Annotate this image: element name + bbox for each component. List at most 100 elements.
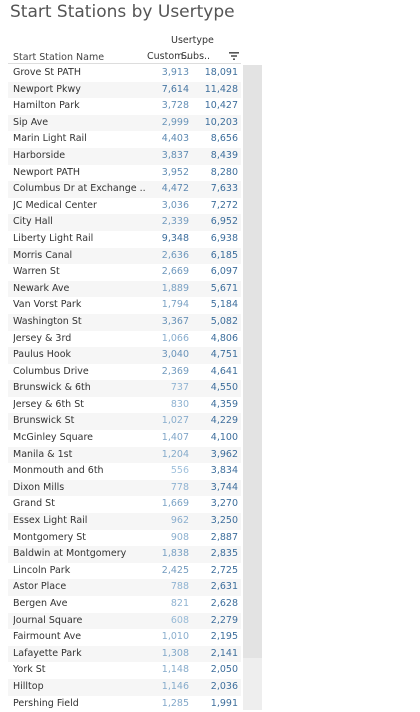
customer-count: 556 [170, 465, 189, 477]
station-name: Columbus Drive [13, 365, 89, 377]
subscriber-count: 2,141 [210, 647, 238, 659]
station-name: Van Vorst Park [13, 299, 82, 311]
customer-column-header[interactable]: Custom.. [147, 51, 190, 62]
subscriber-count: 8,656 [210, 133, 238, 145]
station-name: Newport Pkwy [13, 83, 81, 95]
table-row[interactable]: Van Vorst Park 1,794 5,184 [8, 297, 241, 314]
customer-count: 3,040 [161, 349, 189, 361]
table-row[interactable]: Montgomery St 908 2,887 [8, 530, 241, 547]
table-row[interactable]: Morris Canal 2,636 6,185 [8, 247, 241, 265]
station-name: Grove St PATH [13, 67, 81, 78]
customer-count: 1,146 [161, 680, 189, 692]
table-row[interactable]: Brunswick St 1,027 4,229 [8, 413, 241, 431]
subscriber-count: 4,359 [210, 398, 238, 410]
customer-count: 3,036 [161, 199, 189, 211]
table-row[interactable]: Baldwin at Montgomery 1,838 2,835 [8, 546, 241, 563]
customer-count: 821 [170, 598, 189, 609]
subscriber-count: 8,280 [210, 166, 238, 178]
station-name: City Hall [13, 216, 53, 228]
subscriber-count: 7,633 [210, 183, 238, 195]
subscriber-count: 4,100 [210, 432, 238, 444]
customer-count: 1,027 [161, 415, 189, 427]
table-row[interactable]: Harborside 3,837 8,439 [8, 147, 241, 165]
table-row[interactable]: Grand St 1,669 3,270 [8, 496, 241, 513]
sort-descending-icon[interactable] [228, 51, 240, 61]
subscriber-column-header[interactable]: Subs.. [181, 51, 211, 62]
table-row[interactable]: Newark Ave 1,889 5,671 [8, 280, 241, 298]
subscriber-count: 6,097 [210, 266, 238, 278]
customer-count: 1,204 [161, 448, 189, 460]
customer-count: 1,010 [161, 631, 189, 643]
table-row[interactable]: Liberty Light Rail 9,348 6,938 [8, 231, 241, 248]
table-row[interactable]: Sip Ave 2,999 10,203 [8, 114, 241, 132]
table-row[interactable]: Jersey & 3rd 1,066 4,806 [8, 331, 241, 348]
station-name: Harborside [13, 149, 66, 161]
table-row[interactable]: Manila & 1st 1,204 3,962 [8, 446, 241, 464]
station-name: Liberty Light Rail [13, 232, 94, 244]
table-row[interactable]: Columbus Dr at Exchange .. 4,472 7,633 [8, 181, 241, 198]
table-row[interactable]: Monmouth and 6th 556 3,834 [8, 463, 241, 480]
table-row[interactable]: Columbus Drive 2,369 4,641 [8, 364, 241, 381]
customer-count: 830 [170, 398, 189, 410]
table-row[interactable]: Hamilton Park 3,728 10,427 [8, 98, 241, 115]
station-name: Lincoln Park [13, 564, 71, 576]
customer-count: 1,838 [161, 548, 189, 560]
station-name: Newark Ave [13, 282, 70, 294]
table-row[interactable]: Warren St 2,669 6,097 [8, 264, 241, 281]
customer-count: 2,669 [161, 266, 189, 278]
subscriber-count: 2,036 [210, 680, 238, 692]
subscriber-count: 4,550 [210, 382, 238, 394]
station-name: Paulus Hook [13, 349, 72, 361]
table-row[interactable]: Washington St 3,367 5,082 [8, 313, 241, 331]
customer-count: 908 [170, 531, 189, 543]
table-row[interactable]: Newport PATH 3,952 8,280 [8, 165, 241, 182]
station-name: Sip Ave [13, 116, 49, 128]
subscriber-count: 2,628 [210, 598, 238, 609]
station-name: JC Medical Center [13, 199, 97, 211]
subscriber-count: 7,272 [210, 199, 238, 211]
table-row[interactable]: Astor Place 788 2,631 [8, 579, 241, 596]
station-name: Brunswick & 6th [13, 382, 91, 394]
table-row[interactable]: Hilltop 1,146 2,036 [8, 678, 241, 696]
customer-count: 1,148 [161, 664, 189, 676]
subscriber-count: 3,250 [210, 515, 238, 527]
table-row[interactable]: Dixon Mills 778 3,744 [8, 479, 241, 497]
customer-count: 1,285 [161, 697, 189, 709]
start-station-name-header[interactable]: Start Station Name [13, 52, 105, 63]
scrollbar-thumb[interactable] [243, 65, 262, 659]
table-row[interactable]: York St 1,148 2,050 [8, 662, 241, 679]
table-row[interactable]: City Hall 2,339 6,952 [8, 214, 241, 231]
station-name: Montgomery St [13, 531, 86, 543]
table-row[interactable]: JC Medical Center 3,036 7,272 [8, 198, 241, 215]
customer-count: 2,999 [161, 116, 189, 128]
table-row[interactable]: Marin Light Rail 4,403 8,656 [8, 131, 241, 148]
table-row[interactable]: Lafayette Park 1,308 2,141 [8, 645, 241, 663]
subscriber-count: 4,806 [210, 332, 238, 344]
table-row[interactable]: Essex Light Rail 962 3,250 [8, 513, 241, 530]
table-row[interactable]: Grove St PATH 3,913 18,091 [8, 65, 241, 82]
customer-count: 962 [170, 515, 189, 527]
table-row[interactable]: Jersey & 6th St 830 4,359 [8, 397, 241, 414]
station-name: Lafayette Park [13, 647, 82, 659]
subscriber-count: 3,744 [210, 481, 238, 493]
table-row[interactable]: Brunswick & 6th 737 4,550 [8, 380, 241, 397]
station-name: Grand St [13, 498, 55, 510]
customer-count: 788 [170, 581, 189, 593]
table-row[interactable]: Fairmount Ave 1,010 2,195 [8, 629, 241, 646]
customer-count: 778 [170, 481, 189, 493]
station-name: Essex Light Rail [13, 515, 88, 527]
table-row[interactable]: McGinley Square 1,407 4,100 [8, 430, 241, 447]
vertical-scrollbar[interactable] [243, 65, 262, 710]
table-row[interactable]: Journal Square 608 2,279 [8, 612, 241, 630]
subscriber-count: 5,082 [210, 315, 238, 327]
station-name: Jersey & 3rd [13, 332, 72, 344]
table-row[interactable]: Newport Pkwy 7,614 11,428 [8, 81, 241, 99]
table-row[interactable]: Bergen Ave 821 2,628 [8, 596, 241, 613]
usertype-group-header: Usertype [171, 35, 214, 46]
table-row[interactable]: Lincoln Park 2,425 2,725 [8, 563, 241, 580]
customer-count: 4,403 [161, 133, 189, 145]
table-row[interactable]: Pershing Field 1,285 1,991 [8, 696, 241, 712]
station-name: Monmouth and 6th [13, 465, 104, 477]
table-row[interactable]: Paulus Hook 3,040 4,751 [8, 347, 241, 364]
station-name: Columbus Dr at Exchange .. [13, 183, 145, 195]
